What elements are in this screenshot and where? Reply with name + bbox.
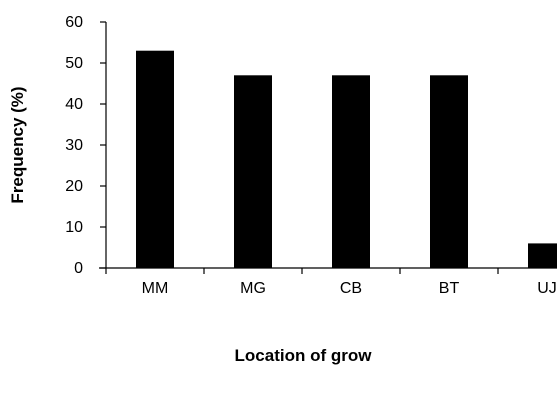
bar-cb — [332, 75, 370, 268]
y-tick-label: 30 — [65, 137, 83, 154]
y-tick-label: 10 — [65, 219, 83, 236]
x-ticks: MM MG CB BT UJ — [105, 268, 557, 297]
y-tick-label: 0 — [74, 260, 83, 277]
y-ticks: 0 10 20 30 40 50 60 — [65, 14, 106, 277]
bar-mg — [234, 75, 272, 268]
bars-layer — [136, 50, 557, 269]
x-category-label-uj: UJ — [537, 280, 557, 297]
x-category-label-mg: MG — [240, 280, 266, 297]
bar-mm — [136, 50, 174, 269]
y-tick-label: 40 — [65, 96, 83, 113]
x-category-label-mm: MM — [142, 280, 169, 297]
y-axis-title: Frequency (%) — [8, 86, 27, 203]
x-category-label-cb: CB — [340, 280, 362, 297]
bar-bt — [430, 75, 468, 268]
x-axis-title: Location of grow — [235, 346, 373, 365]
x-category-label-bt: BT — [439, 280, 460, 297]
y-tick-label: 60 — [65, 14, 83, 31]
y-tick-label: 50 — [65, 55, 83, 72]
bar-uj — [528, 243, 557, 268]
y-tick-label: 20 — [65, 178, 83, 195]
